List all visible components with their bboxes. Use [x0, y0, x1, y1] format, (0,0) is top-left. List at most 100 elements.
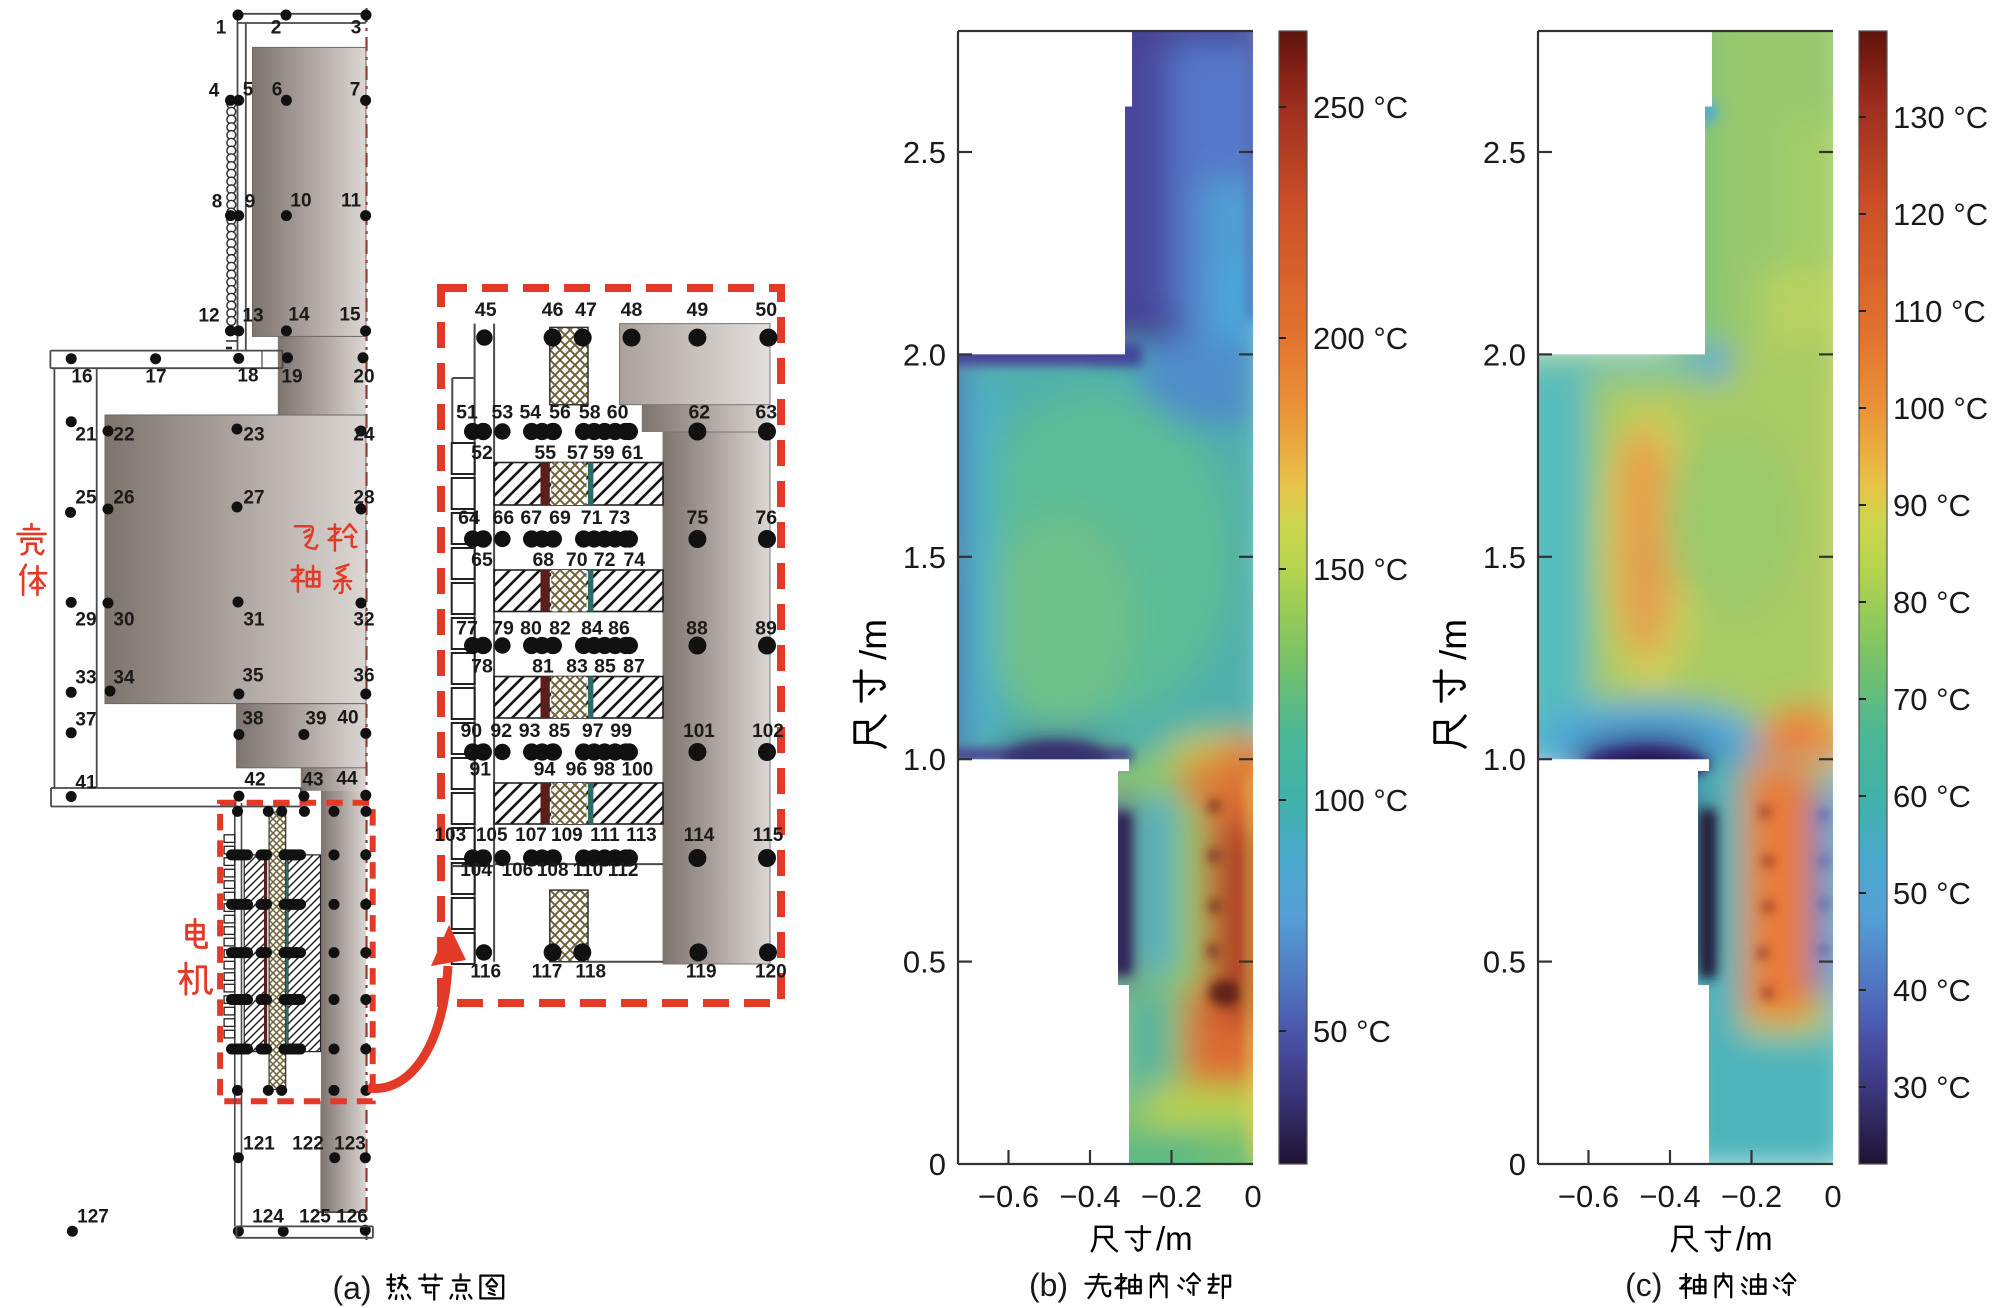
- svg-text:17: 17: [145, 367, 166, 388]
- svg-text:100 °C: 100 °C: [1313, 783, 1408, 818]
- svg-text:−0.4: −0.4: [1059, 1179, 1120, 1214]
- svg-text:1.5: 1.5: [1483, 540, 1526, 575]
- svg-text:(b): (b): [1029, 1267, 1068, 1303]
- svg-text:107: 107: [515, 825, 547, 846]
- svg-text:14: 14: [288, 305, 310, 326]
- svg-text:29: 29: [75, 610, 96, 631]
- svg-text:117: 117: [532, 962, 563, 983]
- svg-text:30: 30: [113, 610, 134, 631]
- svg-text:85: 85: [594, 656, 616, 678]
- svg-text:120 °C: 120 °C: [1893, 197, 1988, 232]
- svg-text:9: 9: [245, 192, 256, 213]
- svg-text:114: 114: [684, 825, 715, 846]
- svg-text:87: 87: [623, 656, 645, 678]
- svg-text:23: 23: [243, 425, 264, 446]
- svg-text:60 °C: 60 °C: [1893, 779, 1971, 814]
- svg-text:2.5: 2.5: [1483, 135, 1526, 170]
- svg-text:20: 20: [353, 367, 374, 388]
- svg-text:26: 26: [113, 488, 134, 509]
- svg-text:126: 126: [336, 1207, 368, 1228]
- svg-text:99: 99: [610, 720, 632, 742]
- svg-text:121: 121: [243, 1134, 275, 1155]
- svg-text:91: 91: [469, 759, 491, 781]
- svg-text:0: 0: [929, 1147, 946, 1182]
- svg-text:47: 47: [575, 299, 597, 321]
- svg-text:79: 79: [492, 618, 514, 640]
- svg-text:106: 106: [502, 860, 534, 881]
- svg-text:40 °C: 40 °C: [1893, 973, 1971, 1008]
- svg-text:88: 88: [686, 618, 708, 640]
- svg-text:12: 12: [198, 306, 219, 327]
- svg-text:/m: /m: [1433, 619, 1474, 660]
- svg-text:124: 124: [252, 1207, 284, 1228]
- svg-text:50: 50: [755, 299, 777, 321]
- svg-text:22: 22: [113, 425, 134, 446]
- svg-text:(a): (a): [332, 1270, 371, 1306]
- svg-text:46: 46: [542, 299, 564, 321]
- svg-text:48: 48: [621, 299, 643, 321]
- svg-text:72: 72: [594, 549, 616, 571]
- svg-text:105: 105: [476, 825, 508, 846]
- svg-text:60: 60: [607, 402, 629, 424]
- svg-text:−0.2: −0.2: [1721, 1179, 1782, 1214]
- svg-text:4: 4: [209, 81, 220, 102]
- svg-text:109: 109: [551, 825, 583, 846]
- svg-text:30 °C: 30 °C: [1893, 1070, 1971, 1105]
- svg-text:50 °C: 50 °C: [1893, 876, 1971, 911]
- svg-text:57: 57: [567, 442, 589, 464]
- svg-text:35: 35: [242, 666, 264, 687]
- svg-text:40: 40: [337, 708, 358, 729]
- svg-text:96: 96: [566, 759, 588, 781]
- svg-text:101: 101: [683, 721, 715, 742]
- svg-text:33: 33: [75, 668, 96, 689]
- svg-text:19: 19: [281, 367, 302, 388]
- svg-text:100 °C: 100 °C: [1893, 391, 1988, 426]
- svg-text:−0.4: −0.4: [1639, 1179, 1700, 1214]
- svg-text:53: 53: [492, 402, 514, 424]
- svg-text:81: 81: [532, 656, 554, 678]
- svg-text:93: 93: [519, 720, 541, 742]
- svg-text:80: 80: [520, 618, 542, 640]
- svg-text:38: 38: [242, 709, 263, 730]
- svg-text:110 °C: 110 °C: [1893, 294, 1986, 329]
- svg-text:1.5: 1.5: [903, 540, 946, 575]
- svg-text:(c): (c): [1625, 1267, 1662, 1303]
- svg-text:2.0: 2.0: [1483, 337, 1526, 372]
- svg-text:21: 21: [75, 425, 97, 446]
- svg-text:74: 74: [623, 549, 645, 571]
- svg-text:111: 111: [590, 825, 620, 846]
- svg-text:45: 45: [475, 299, 497, 321]
- svg-text:10: 10: [290, 191, 311, 212]
- svg-text:64: 64: [458, 507, 480, 529]
- svg-text:108: 108: [537, 860, 569, 881]
- svg-text:84: 84: [581, 618, 603, 640]
- svg-text:62: 62: [688, 402, 710, 424]
- svg-text:97: 97: [582, 720, 604, 742]
- svg-text:63: 63: [755, 402, 777, 424]
- svg-text:127: 127: [77, 1207, 109, 1228]
- svg-text:90 °C: 90 °C: [1893, 488, 1971, 523]
- svg-text:54: 54: [519, 402, 541, 424]
- svg-text:32: 32: [353, 610, 374, 631]
- svg-text:112: 112: [608, 860, 639, 881]
- svg-text:67: 67: [520, 507, 542, 529]
- svg-text:/m: /m: [1156, 1220, 1193, 1257]
- svg-text:2: 2: [271, 18, 282, 39]
- svg-text:115: 115: [753, 825, 784, 846]
- svg-text:76: 76: [755, 507, 777, 529]
- svg-text:59: 59: [593, 442, 615, 464]
- svg-text:73: 73: [609, 507, 631, 529]
- svg-text:39: 39: [305, 709, 326, 730]
- svg-text:37: 37: [75, 710, 96, 731]
- svg-text:94: 94: [534, 759, 556, 781]
- svg-text:1.0: 1.0: [1483, 742, 1526, 777]
- svg-text:50 °C: 50 °C: [1313, 1014, 1391, 1049]
- svg-text:49: 49: [687, 299, 709, 321]
- svg-text:102: 102: [752, 721, 784, 742]
- svg-text:65: 65: [471, 549, 493, 571]
- svg-text:42: 42: [244, 770, 265, 791]
- svg-text:200 °C: 200 °C: [1313, 321, 1408, 356]
- svg-text:100: 100: [622, 760, 654, 781]
- svg-text:44: 44: [336, 769, 358, 790]
- svg-text:82: 82: [549, 618, 571, 640]
